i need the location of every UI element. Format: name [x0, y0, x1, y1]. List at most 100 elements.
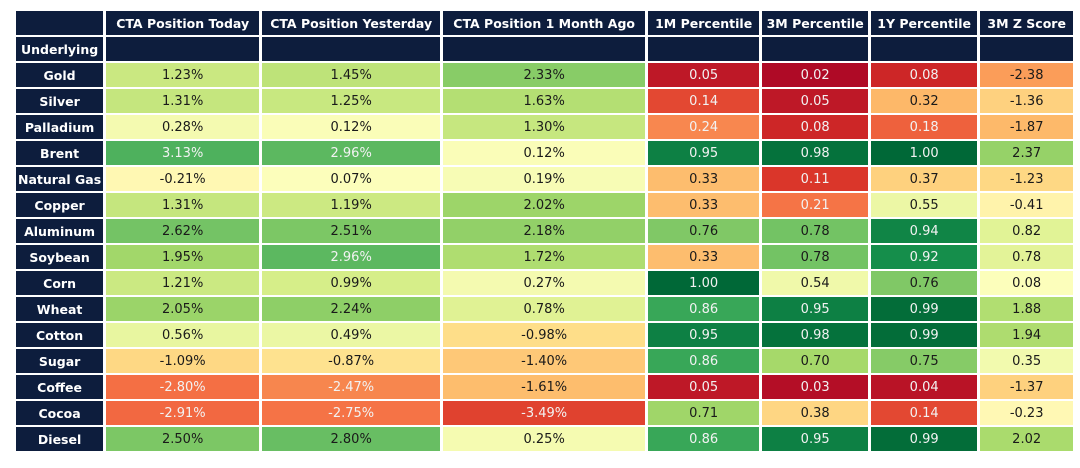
- heatmap-cell-wheat-position-1: 2.24%: [262, 297, 441, 321]
- index-label-row: Underlying: [16, 37, 1074, 61]
- column-header-cta-position-yesterday: CTA Position Yesterday: [262, 11, 441, 35]
- row-label-aluminum: Aluminum: [16, 219, 104, 243]
- heatmap-cell-aluminum-position-2: 2.18%: [443, 219, 646, 243]
- heatmap-cell-coffee-position-1: -2.47%: [262, 375, 441, 399]
- cta-heatmap-page: CTA Position Today CTA Position Yesterday…: [13, 9, 1076, 453]
- heatmap-cell-aluminum-position-1: 2.51%: [262, 219, 441, 243]
- heatmap-cell-soybean-percentile-5: 0.92: [871, 245, 978, 269]
- table-row-sugar: Sugar -1.09% -0.87% -1.40% 0.86 0.70 0.75 0.35: [16, 349, 1074, 373]
- heatmap-cell-wheat-zscore-6: 1.88: [980, 297, 1074, 321]
- table-row-silver: Silver 1.31% 1.25% 1.63% 0.14 0.05 0.32 -1.36: [16, 89, 1074, 113]
- heatmap-cell-silver-percentile-5: 0.32: [871, 89, 978, 113]
- heatmap-cell-natural-gas-percentile-3: 0.33: [648, 167, 760, 191]
- heatmap-cell-copper-percentile-5: 0.55: [871, 193, 978, 217]
- heatmap-cell-palladium-position-0: 0.28%: [106, 115, 260, 139]
- heatmap-cell-silver-percentile-4: 0.05: [762, 89, 869, 113]
- row-label-soybean: Soybean: [16, 245, 104, 269]
- heatmap-cell-aluminum-percentile-3: 0.76: [648, 219, 760, 243]
- heatmap-cell-natural-gas-zscore-6: -1.23: [980, 167, 1074, 191]
- heatmap-cell-soybean-percentile-3: 0.33: [648, 245, 760, 269]
- heatmap-cell-corn-position-1: 0.99%: [262, 271, 441, 295]
- table-row-copper: Copper 1.31% 1.19% 2.02% 0.33 0.21 0.55 -0.41: [16, 193, 1074, 217]
- table-row-aluminum: Aluminum 2.62% 2.51% 2.18% 0.76 0.78 0.94 0.82: [16, 219, 1074, 243]
- row-label-palladium: Palladium: [16, 115, 104, 139]
- heatmap-cell-gold-position-0: 1.23%: [106, 63, 260, 87]
- index-row-spacer-cell: [648, 37, 760, 61]
- heatmap-cell-gold-percentile-5: 0.08: [871, 63, 978, 87]
- heatmap-cell-corn-zscore-6: 0.08: [980, 271, 1074, 295]
- table-row-corn: Corn 1.21% 0.99% 0.27% 1.00 0.54 0.76 0.08: [16, 271, 1074, 295]
- heatmap-cell-sugar-percentile-4: 0.70: [762, 349, 869, 373]
- heatmap-cell-palladium-percentile-5: 0.18: [871, 115, 978, 139]
- table-row-natural-gas: Natural Gas -0.21% 0.07% 0.19% 0.33 0.11 0.37-…: [16, 167, 1074, 191]
- heatmap-cell-sugar-zscore-6: 0.35: [980, 349, 1074, 373]
- heatmap-cell-cotton-percentile-3: 0.95: [648, 323, 760, 347]
- index-row-spacer-cell: [980, 37, 1074, 61]
- heatmap-cell-sugar-percentile-5: 0.75: [871, 349, 978, 373]
- column-header-cta-position-1-month-ago: CTA Position 1 Month Ago: [443, 11, 646, 35]
- row-label-coffee: Coffee: [16, 375, 104, 399]
- heatmap-cell-brent-percentile-3: 0.95: [648, 141, 760, 165]
- heatmap-cell-gold-percentile-3: 0.05: [648, 63, 760, 87]
- column-header-3m-z-score: 3M Z Score: [980, 11, 1074, 35]
- heatmap-cell-copper-percentile-3: 0.33: [648, 193, 760, 217]
- row-label-copper: Copper: [16, 193, 104, 217]
- heatmap-cell-gold-percentile-4: 0.02: [762, 63, 869, 87]
- column-header-row: CTA Position Today CTA Position Yesterday…: [16, 11, 1074, 35]
- heatmap-cell-soybean-position-0: 1.95%: [106, 245, 260, 269]
- heatmap-cell-copper-zscore-6: -0.41: [980, 193, 1074, 217]
- heatmap-cell-brent-position-1: 2.96%: [262, 141, 441, 165]
- heatmap-cell-natural-gas-position-2: 0.19%: [443, 167, 646, 191]
- heatmap-cell-copper-position-2: 2.02%: [443, 193, 646, 217]
- heatmap-cell-brent-zscore-6: 2.37: [980, 141, 1074, 165]
- heatmap-cell-coffee-percentile-3: 0.05: [648, 375, 760, 399]
- table-row-cocoa: Cocoa -2.91% -2.75% -3.49% 0.71 0.38 0.14 -0.23: [16, 401, 1074, 425]
- heatmap-cell-coffee-position-0: -2.80%: [106, 375, 260, 399]
- heatmap-cell-cotton-position-1: 0.49%: [262, 323, 441, 347]
- heatmap-cell-brent-position-0: 3.13%: [106, 141, 260, 165]
- heatmap-cell-coffee-percentile-4: 0.03: [762, 375, 869, 399]
- heatmap-cell-gold-position-1: 1.45%: [262, 63, 441, 87]
- heatmap-cell-natural-gas-position-0: -0.21%: [106, 167, 260, 191]
- heatmap-cell-cotton-percentile-4: 0.98: [762, 323, 869, 347]
- heatmap-cell-diesel-percentile-3: 0.86: [648, 427, 760, 451]
- heatmap-cell-wheat-position-2: 0.78%: [443, 297, 646, 321]
- heatmap-cell-diesel-position-1: 2.80%: [262, 427, 441, 451]
- heatmap-cell-natural-gas-percentile-5: 0.37: [871, 167, 978, 191]
- row-label-cocoa: Cocoa: [16, 401, 104, 425]
- heatmap-cell-sugar-percentile-3: 0.86: [648, 349, 760, 373]
- heatmap-cell-soybean-position-1: 2.96%: [262, 245, 441, 269]
- table-row-palladium: Palladium 0.28% 0.12% 1.30% 0.24 0.08 0.18 -1.8…: [16, 115, 1074, 139]
- heatmap-cell-cocoa-position-0: -2.91%: [106, 401, 260, 425]
- heatmap-cell-coffee-zscore-6: -1.37: [980, 375, 1074, 399]
- table-row-brent: Brent 3.13% 2.96% 0.12% 0.95 0.98 1.00 2.37: [16, 141, 1074, 165]
- heatmap-cell-brent-position-2: 0.12%: [443, 141, 646, 165]
- heatmap-cell-cocoa-percentile-3: 0.71: [648, 401, 760, 425]
- heatmap-cell-corn-percentile-4: 0.54: [762, 271, 869, 295]
- heatmap-cell-diesel-percentile-4: 0.95: [762, 427, 869, 451]
- row-label-cotton: Cotton: [16, 323, 104, 347]
- heatmap-cell-natural-gas-position-1: 0.07%: [262, 167, 441, 191]
- heatmap-cell-cotton-position-2: -0.98%: [443, 323, 646, 347]
- heatmap-cell-cocoa-percentile-4: 0.38: [762, 401, 869, 425]
- index-row-spacer-cell: [762, 37, 869, 61]
- row-label-sugar: Sugar: [16, 349, 104, 373]
- heatmap-cell-soybean-position-2: 1.72%: [443, 245, 646, 269]
- row-label-gold: Gold: [16, 63, 104, 87]
- table-row-coffee: Coffee -2.80% -2.47% -1.61% 0.05 0.03 0.04 -1.3…: [16, 375, 1074, 399]
- heatmap-cell-coffee-percentile-5: 0.04: [871, 375, 978, 399]
- column-header-3m-percentile: 3M Percentile: [762, 11, 869, 35]
- heatmap-cell-copper-position-1: 1.19%: [262, 193, 441, 217]
- heatmap-cell-sugar-position-1: -0.87%: [262, 349, 441, 373]
- heatmap-cell-cotton-zscore-6: 1.94: [980, 323, 1074, 347]
- heatmap-cell-palladium-percentile-4: 0.08: [762, 115, 869, 139]
- column-header-1y-percentile: 1Y Percentile: [871, 11, 978, 35]
- heatmap-cell-diesel-percentile-5: 0.99: [871, 427, 978, 451]
- heatmap-cell-corn-position-0: 1.21%: [106, 271, 260, 295]
- heatmap-cell-cocoa-percentile-5: 0.14: [871, 401, 978, 425]
- heatmap-cell-palladium-zscore-6: -1.87: [980, 115, 1074, 139]
- heatmap-cell-brent-percentile-4: 0.98: [762, 141, 869, 165]
- table-body: Gold 1.23% 1.45% 2.33% 0.05 0.02 0.08 -2.38 Silv…: [16, 63, 1074, 451]
- heatmap-cell-gold-zscore-6: -2.38: [980, 63, 1074, 87]
- cta-positioning-table: CTA Position Today CTA Position Yesterday…: [13, 9, 1076, 453]
